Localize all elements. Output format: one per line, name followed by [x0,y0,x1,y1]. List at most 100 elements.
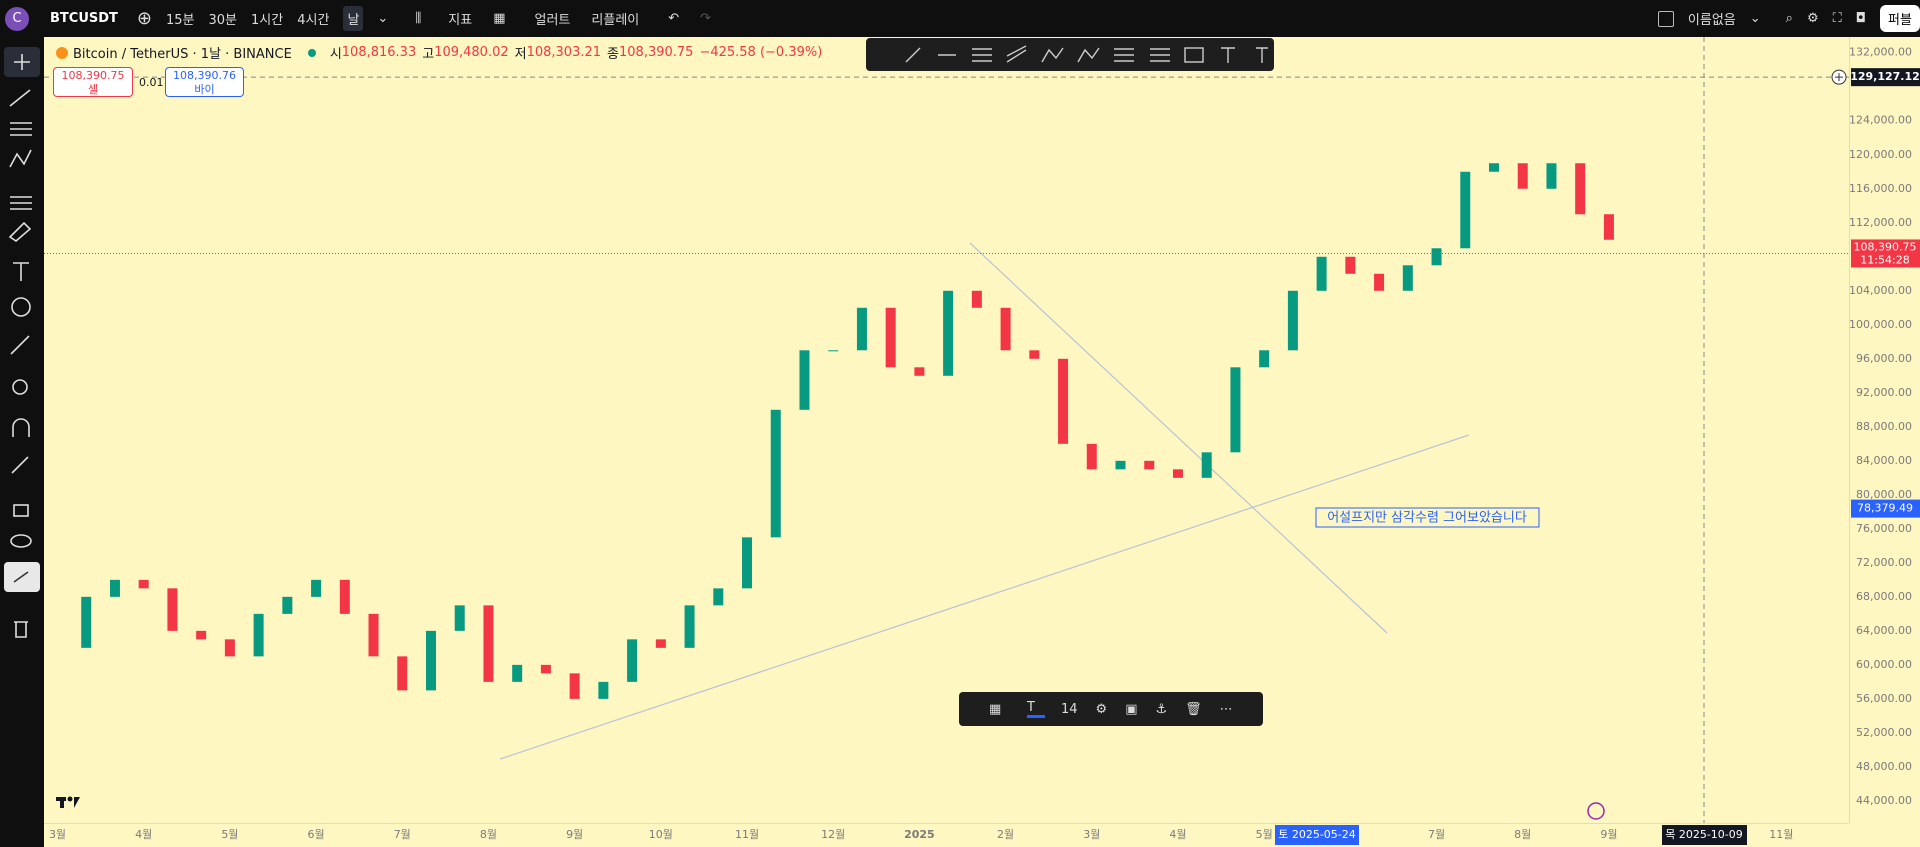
tool-fib[interactable] [10,122,32,136]
y-tick-label: 132,000.00 [1849,46,1912,59]
y-tick-label: 88,000.00 [1856,420,1912,433]
last-price-label: 108,390.75 [1854,240,1917,253]
tb-anchor[interactable]: ⚓ [1155,701,1168,717]
y-tick-label: 72,000.00 [1856,556,1912,569]
marker-price-box [1851,499,1920,518]
buy-button[interactable]: 108,390.76 바이 [165,67,244,97]
y-tick-label: 116,000.00 [1849,182,1912,195]
tool-lock[interactable] [13,504,29,517]
crosshair-date-box [1662,825,1747,845]
x-tick-label: 8월 [480,828,497,841]
annotation-box[interactable] [1315,507,1540,528]
candle [713,588,724,606]
buy-label: 바이 [194,83,215,96]
tool-icon[interactable] [11,297,31,317]
tool-delete[interactable] [14,621,28,638]
x-tick-label: 4월 [1169,828,1186,841]
quick-search[interactable]: ⌕ [1785,11,1793,26]
tool-measure[interactable] [10,335,30,355]
replay-button[interactable]: 리플레이 [591,13,640,28]
y-tick-label: 104,000.00 [1849,284,1912,297]
sell-button[interactable]: 108,390.75 셀 [53,67,133,97]
market-status [307,48,316,57]
x-tick-label: 2월 [997,828,1014,841]
alert-button[interactable]: 얼러트 [534,13,571,28]
interval-menu[interactable]: ⌄ [377,11,389,26]
candle [1287,290,1298,351]
interval[interactable]: 15분 [166,13,195,28]
y-tick-label: 52,000.00 [1856,726,1912,739]
symbol-search[interactable]: BTCUSDT [50,11,118,26]
tool-trendline[interactable] [9,89,31,107]
open-label: 시 [329,47,342,62]
candle [397,656,408,691]
candle [425,630,436,691]
y-tick-label: 68,000.00 [1856,590,1912,603]
tool-magnet[interactable] [12,418,30,437]
tb-font-size[interactable]: 14 [1061,701,1078,717]
interval[interactable]: 30분 [208,13,238,28]
candle [540,664,551,674]
change-value: −425.58 (−0.39%) [699,45,823,60]
trend-line[interactable] [969,242,1388,634]
snapshot[interactable]: ◘ [1855,11,1866,26]
event-icon[interactable] [1587,802,1605,820]
y-tick-label: 48,000.00 [1856,760,1912,773]
candle [1402,265,1413,291]
templates[interactable]: ▦ [493,11,506,26]
tb-template[interactable]: ▦ [989,701,1002,717]
candle [1460,171,1471,249]
candle [1603,214,1614,240]
tb-delete[interactable]: 🗑 [1185,701,1202,717]
trend-line[interactable] [499,434,1470,760]
candle [253,613,264,657]
symbol-icon [56,46,68,59]
sell-label: 셀 [87,83,99,96]
text-floating-toolbar: ▦ T 14 ⚙ ▣ ⚓ 🗑 ⋯ [959,692,1263,726]
floating-tool-icons [905,45,1268,63]
settings[interactable]: ⚙ [1806,11,1819,26]
interval[interactable]: 4시간 [297,13,330,28]
layout-name[interactable]: 이름없음 [1687,13,1736,28]
tb-settings[interactable]: ⚙ [1095,701,1108,717]
candle [512,664,523,682]
close-value: 108,390.75 [619,45,694,60]
tool-pattern[interactable] [9,149,32,168]
publish-button[interactable]: 퍼블 [1880,5,1920,32]
tb-lock[interactable]: ▣ [1125,701,1138,717]
annotation-text[interactable]: 어설프지만 삼각수렴 그어보았습니다 [1327,511,1527,526]
tool-eye[interactable] [10,534,32,548]
tool-lock-drawing[interactable] [11,456,29,474]
layout-icon[interactable] [1657,10,1674,27]
add-symbol[interactable]: ⊕ [136,8,152,29]
candle [1431,248,1442,266]
redo[interactable]: ↷ [700,11,712,26]
candle [1029,350,1040,359]
undo[interactable]: ↶ [668,11,680,26]
avatar[interactable]: C [5,6,29,31]
candle [828,350,839,352]
interval[interactable]: 1시간 [251,13,284,28]
tool-forecast[interactable] [10,196,32,210]
candle [684,605,695,648]
x-tick-label: 4월 [135,828,152,841]
chart-type[interactable]: ⫼ [415,11,422,26]
fullscreen[interactable]: ⛶ [1832,11,1842,26]
tool-zoom[interactable] [12,379,28,395]
x-tick-label: 8월 [1514,828,1531,841]
legend-title[interactable]: Bitcoin / TetherUS · 1날 · BINANCE [73,47,292,62]
interval-selected[interactable]: 날 [343,6,364,31]
tool-link-icon [13,571,29,583]
tool-brush[interactable] [8,221,32,243]
crosshair-price-label: 129,127.12 [1850,70,1920,83]
tb-more[interactable]: ⋯ [1219,701,1233,717]
tb-text-color[interactable]: T [1027,700,1045,718]
candle [1489,163,1499,172]
tool-text[interactable] [13,262,29,281]
candle [655,639,666,648]
layout-menu[interactable]: ⌄ [1749,11,1761,26]
tool-cursor[interactable] [14,54,30,70]
y-tick-label: 96,000.00 [1856,352,1912,365]
order-qty[interactable]: 0.01 [139,76,164,89]
indicators-button[interactable]: 지표 [448,13,473,28]
